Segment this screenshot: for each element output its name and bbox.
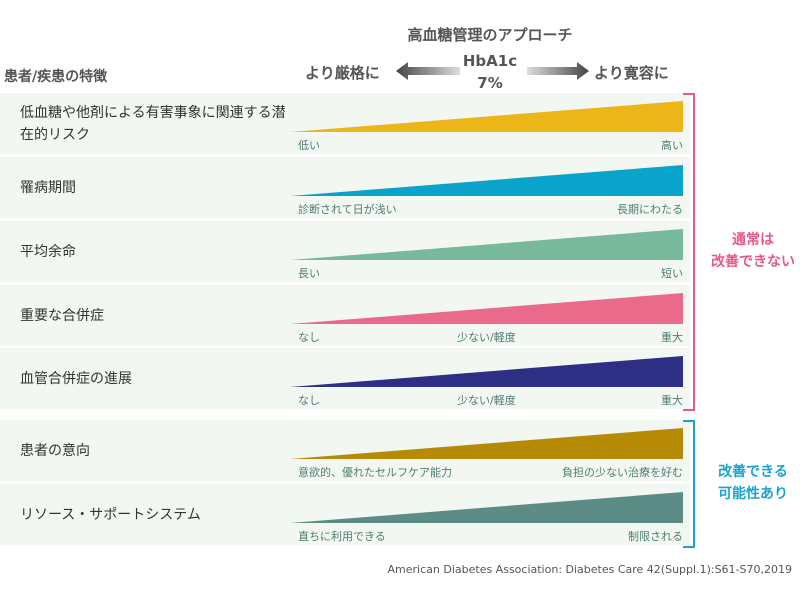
row-label: 血管合併症の進展 xyxy=(20,370,132,387)
target-value: 7% xyxy=(477,74,503,92)
row-label: 低血糖や他剤による有害事象に関連する潜在的リスク xyxy=(20,104,286,143)
left-tick-label: 長い xyxy=(298,267,320,280)
characteristic-row: 血管合併症の進展 なし 少ない/軽度 重大 xyxy=(0,348,690,409)
right-tick-label: 短い xyxy=(661,267,683,280)
note-line: 改善できない xyxy=(711,254,795,270)
left-tick-label: 直ちに利用できる xyxy=(298,530,386,543)
left-arrow-icon xyxy=(396,62,460,80)
mid-tick-label: 少ない/軽度 xyxy=(457,331,516,344)
row-label: 罹病期間 xyxy=(20,179,76,196)
note-line: 通常は xyxy=(732,232,774,248)
gradient-wedge xyxy=(290,229,683,260)
modifiable-group-note: 改善できる可能性あり xyxy=(706,461,800,505)
gradient-wedge xyxy=(290,356,683,387)
left-tick-label: 意欲的、優れたセルフケア能力 xyxy=(298,466,452,479)
right-tick-label: 重大 xyxy=(661,331,683,344)
characteristic-row: 罹病期間 診断されて日が浅い 長期にわたる xyxy=(0,157,690,218)
hba1c-target: HbA1c 7% xyxy=(455,50,525,94)
right-tick-label: 負担の少ない治療を好む xyxy=(562,466,683,479)
note-line: 改善できる xyxy=(718,464,788,480)
hba1c-label: HbA1c xyxy=(462,52,518,70)
left-tick-label: 診断されて日が浅い xyxy=(298,203,397,216)
right-arrow-icon xyxy=(527,62,589,80)
characteristic-row: リソース・サポートシステム 直ちに利用できる 制限される xyxy=(0,484,690,545)
characteristic-row: 患者の意向 意欲的、優れたセルフケア能力 負担の少ない治療を好む xyxy=(0,420,690,481)
left-tick-label: なし xyxy=(298,394,320,407)
gradient-wedge xyxy=(290,101,683,132)
row-label: 患者の意向 xyxy=(20,442,90,459)
right-tick-label: 重大 xyxy=(661,394,683,407)
gradient-wedge xyxy=(290,428,683,459)
right-tick-label: 長期にわたる xyxy=(617,203,683,216)
diagram-title: 高血糖管理のアプローチ xyxy=(407,26,573,44)
citation: American Diabetes Association: Diabetes … xyxy=(387,563,792,576)
right-tick-label: 高い xyxy=(661,139,683,152)
modifiable-group-bracket xyxy=(683,420,695,548)
gradient-wedge xyxy=(290,165,683,196)
characteristic-row: 低血糖や他剤による有害事象に関連する潜在的リスク 低い 高い xyxy=(0,93,690,154)
lenient-label: より寛容に xyxy=(594,64,669,82)
mid-tick-label: 少ない/軽度 xyxy=(457,394,516,407)
note-line: 可能性あり xyxy=(718,486,788,502)
characteristic-row: 平均余命 長い 短い xyxy=(0,221,690,282)
characteristic-row: 重要な合併症 なし 少ない/軽度 重大 xyxy=(0,285,690,346)
fixed-group-bracket xyxy=(683,93,695,411)
left-tick-label: 低い xyxy=(298,139,320,152)
row-label: リソース・サポートシステム xyxy=(20,506,201,523)
row-label: 重要な合併症 xyxy=(20,307,104,324)
column-header: 患者/疾患の特徴 xyxy=(4,69,108,85)
fixed-group-note: 通常は 改善できない xyxy=(706,229,800,273)
strict-label: より厳格に xyxy=(305,64,380,82)
left-tick-label: なし xyxy=(298,331,320,344)
right-tick-label: 制限される xyxy=(628,530,683,543)
gradient-wedge xyxy=(290,492,683,523)
row-label: 平均余命 xyxy=(20,243,76,260)
gradient-wedge xyxy=(290,293,683,324)
